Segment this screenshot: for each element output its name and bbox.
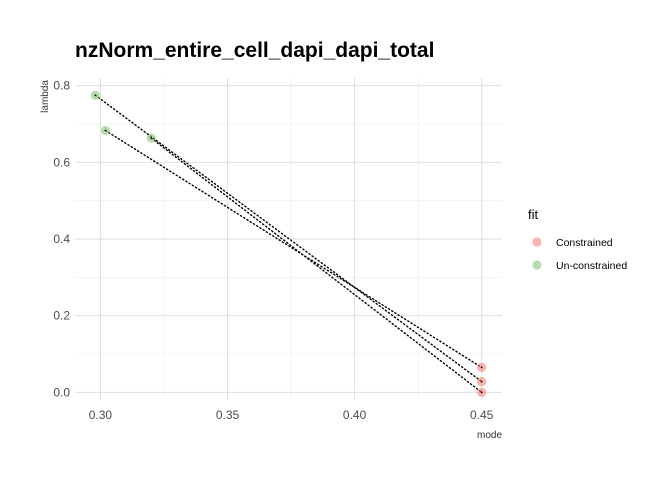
legend-label: Constrained: [556, 237, 613, 249]
legend: fit Constrained Un-constrained: [528, 207, 627, 272]
chart-title: nzNorm_entire_cell_dapi_dapi_total: [75, 39, 434, 62]
x-axis-label: mode: [477, 430, 502, 441]
x-axis-ticks: 0.30 0.35 0.40 0.45: [89, 408, 494, 422]
x-tick-label: 0.35: [216, 408, 240, 422]
point-center-un-constrained: [150, 137, 153, 140]
x-tick-label: 0.40: [343, 408, 367, 422]
y-axis-ticks: 0.0 0.2 0.4 0.6 0.8: [53, 79, 70, 400]
connection-line: [150, 137, 483, 394]
point-center-un-constrained: [94, 94, 97, 97]
y-tick-label: 0.6: [53, 155, 70, 169]
legend-key: [532, 237, 542, 247]
point-center-constrained: [480, 380, 483, 383]
legend-title: fit: [528, 207, 539, 222]
y-tick-label: 0.0: [53, 385, 70, 399]
point-center-un-constrained: [104, 129, 107, 132]
connection-lines: [94, 94, 483, 394]
connection-line: [104, 129, 483, 369]
x-tick-label: 0.30: [89, 408, 113, 422]
y-tick-label: 0.8: [53, 79, 70, 93]
point-center-constrained: [480, 391, 483, 394]
data-points: [90, 90, 487, 397]
legend-entries: Constrained Un-constrained: [532, 237, 627, 272]
y-tick-label: 0.4: [53, 232, 70, 246]
connection-line: [94, 94, 483, 383]
legend-label: Un-constrained: [556, 260, 627, 272]
point-center-constrained: [480, 366, 483, 369]
y-tick-label: 0.2: [53, 309, 70, 323]
y-axis-label: lambda: [40, 80, 51, 113]
legend-key: [532, 260, 542, 270]
plot-panel: 0.30 0.35 0.40 0.45 0.0 0.2 0.4 0.6 0.8: [53, 78, 502, 422]
x-tick-label: 0.45: [470, 408, 494, 422]
